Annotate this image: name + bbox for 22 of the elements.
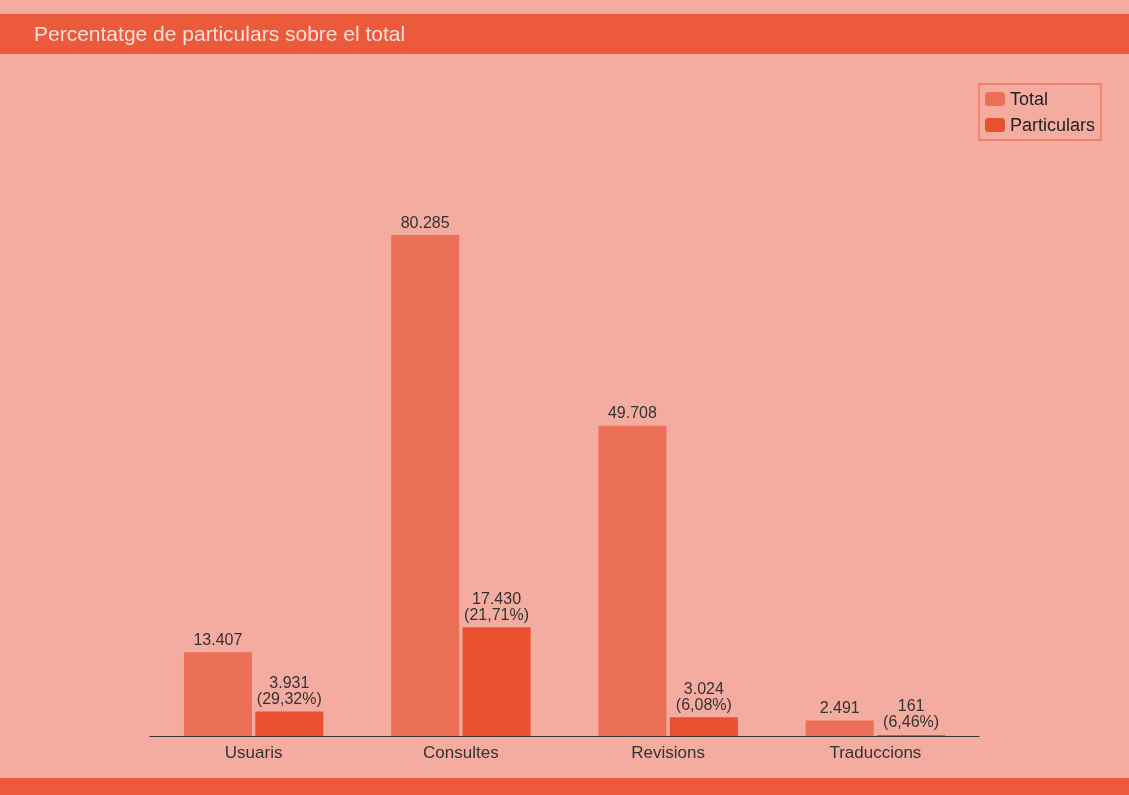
data-label: 49.708 <box>607 404 657 422</box>
x-tick-label: Consultes <box>423 743 499 762</box>
bar <box>183 652 252 736</box>
x-tick-label: Usuaris <box>224 743 283 762</box>
legend-label: Particulars <box>1009 115 1096 135</box>
data-label: 161 (6,46%) <box>883 697 940 731</box>
bar <box>669 717 738 736</box>
x-tick-label: Traduccions <box>829 743 922 762</box>
data-label: 3.931 (29,32%) <box>256 673 322 707</box>
data-label: 2.491 <box>819 698 860 716</box>
x-tick-label: Revisions <box>631 743 705 762</box>
bar <box>391 235 460 736</box>
chart-title: Percentatge de particulars sobre el total <box>0 14 1129 54</box>
legend-label: Total <box>1009 89 1049 109</box>
data-label: 13.407 <box>193 630 243 648</box>
bar <box>805 720 874 736</box>
bar <box>255 711 324 736</box>
data-label: 17.430 (21,71%) <box>464 589 530 623</box>
data-label: 3.024 (6,08%) <box>675 679 732 713</box>
bar <box>598 425 667 736</box>
data-label: 80.285 <box>400 213 450 231</box>
bar <box>462 627 531 736</box>
